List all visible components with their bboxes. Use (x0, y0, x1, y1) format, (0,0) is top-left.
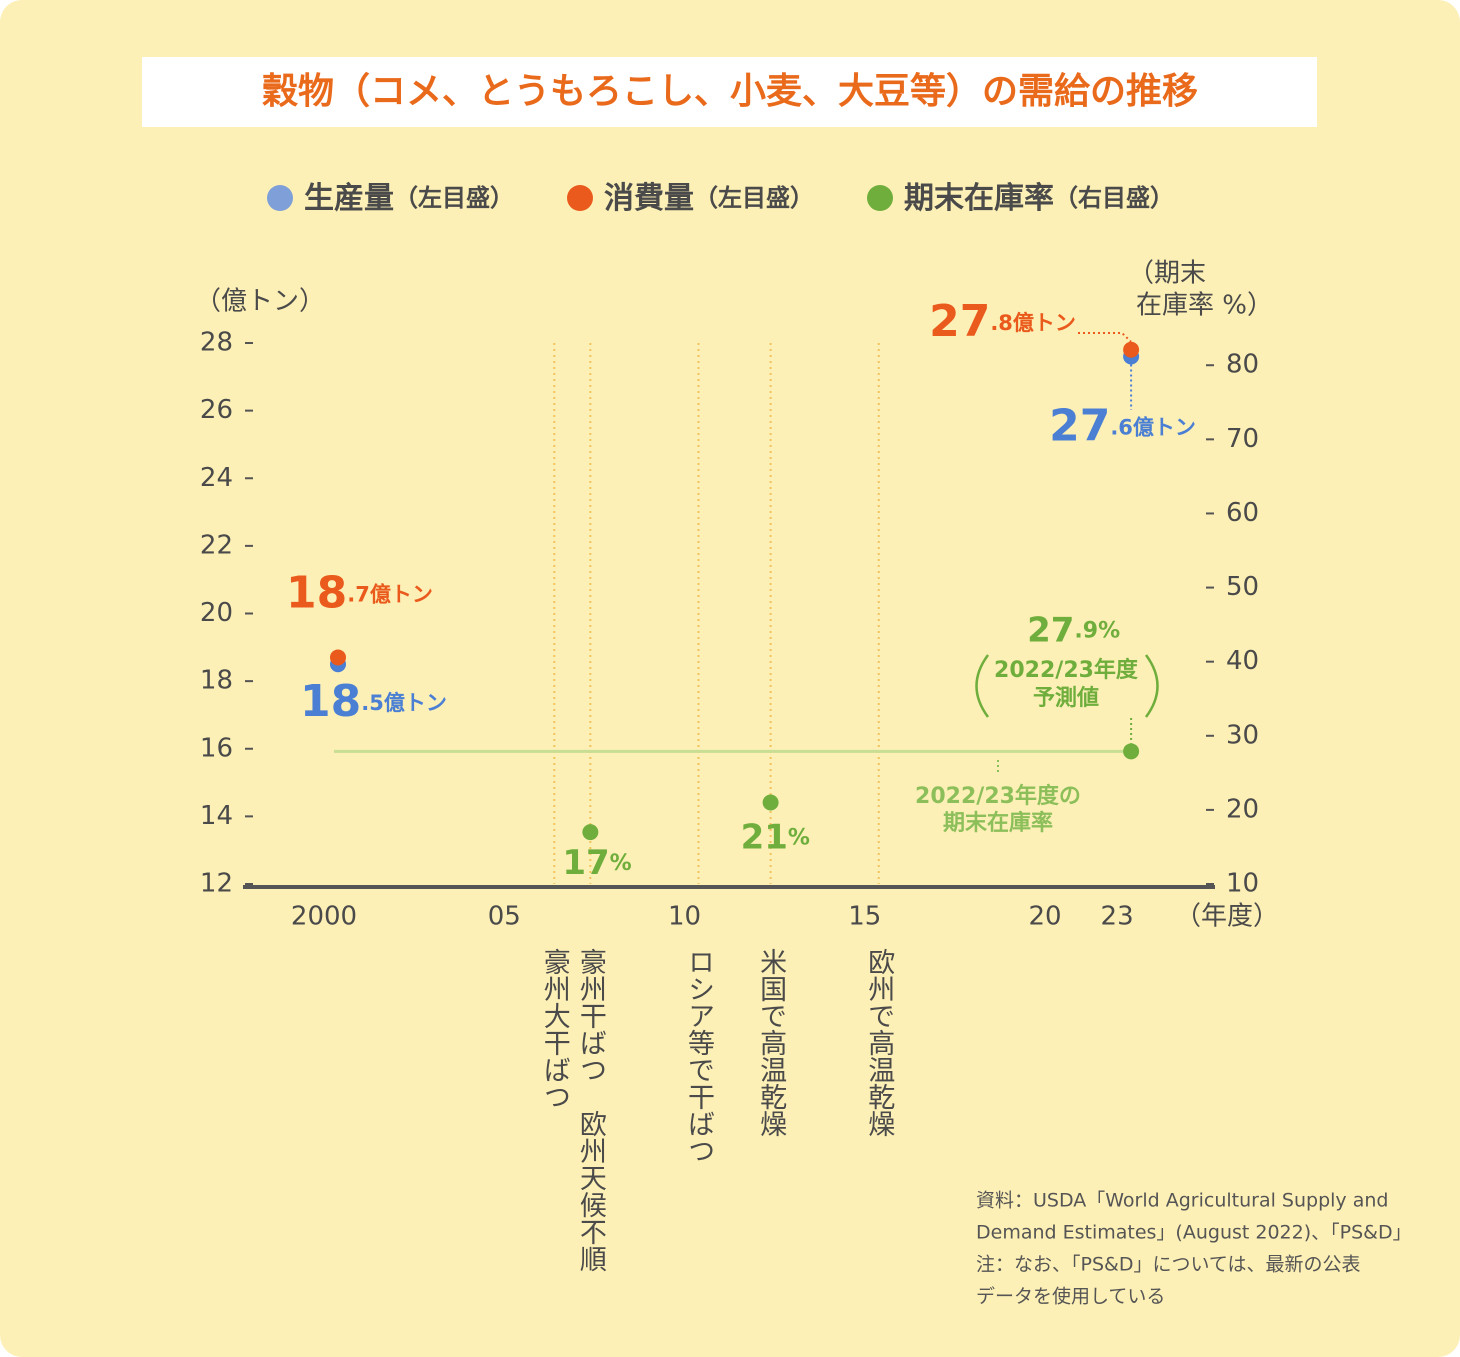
forecast-note: 予測値 (1033, 686, 1099, 711)
event-label: ロシア等で干ばつ (683, 948, 715, 1164)
x-tick-label: 2000 (291, 902, 357, 932)
value-label-number: 18 (286, 567, 347, 618)
y2-tick-label: 70 (1226, 424, 1259, 454)
value-label-number: 17 (562, 843, 609, 883)
value-label: 27.6億トン (1049, 401, 1196, 452)
y-tick-label: 14 (200, 801, 233, 831)
y2-axis-label: 在庫率 %） (1136, 291, 1273, 321)
y-tick-label: 22 (200, 530, 233, 560)
y2-tick-label: 50 (1226, 572, 1259, 602)
source-note: 注：なお、「PS&D」については、最新の公表 (976, 1254, 1361, 1276)
value-label-unit: .7億トン (347, 582, 433, 606)
reference-note: 期末在庫率 (943, 810, 1053, 836)
event-label: 豪州大干ばつ (539, 948, 571, 1110)
legend-label: 生産量（左目盛） (304, 181, 514, 216)
y-tick-label: 28 (200, 328, 233, 358)
point-marker (582, 824, 599, 841)
source-note: Demand Estimates」(August 2022)、「PS&D」 (976, 1222, 1412, 1244)
event-label: 豪州干ばつ 欧州天候不順 (575, 948, 607, 1272)
y2-tick-label: 80 (1226, 350, 1259, 380)
legend-label: 期末在庫率（右目盛） (904, 181, 1174, 216)
value-label: 17% (562, 843, 631, 883)
value-label: 27.9% (1027, 610, 1120, 650)
chart-title: 穀物（コメ、とうもろこし、小麦、大豆等）の需給の推移 (262, 71, 1198, 112)
y2-tick-label: 20 (1226, 794, 1259, 824)
event-label: 欧州で高温乾燥 (863, 948, 895, 1137)
value-label-number: 27 (929, 296, 990, 347)
title-box (142, 57, 1317, 127)
reference-note: 2022/23年度の (915, 783, 1081, 809)
x-axis-label: （年度） (1175, 902, 1279, 932)
legend-text: 消費量 (604, 181, 694, 216)
y-tick-label: 26 (200, 395, 233, 425)
point-marker (1123, 743, 1140, 760)
x-tick-label: 15 (848, 902, 881, 932)
y2-tick-label: 40 (1226, 646, 1259, 676)
value-label: 27.8億トン (929, 296, 1076, 347)
x-tick-label: 23 (1101, 902, 1134, 932)
legend-text: 生産量 (304, 181, 394, 216)
legend-marker (867, 185, 893, 211)
y2-tick-label: 30 (1226, 720, 1259, 750)
y-tick-label: 16 (200, 733, 233, 763)
legend-text: 期末在庫率 (904, 181, 1054, 216)
x-tick-label: 05 (488, 902, 521, 932)
value-label: 18.7億トン (286, 567, 433, 618)
legend-text: （右目盛） (1054, 184, 1174, 212)
value-label-number: 27 (1049, 401, 1110, 452)
y-tick-label: 12 (200, 869, 233, 899)
value-label-number: 21 (741, 817, 788, 857)
value-label-number: 27 (1027, 610, 1074, 650)
event-label: 米国で高温乾燥 (755, 948, 787, 1137)
x-tick-label: 20 (1028, 902, 1061, 932)
point-marker (1123, 341, 1140, 358)
x-tick-label: 10 (668, 902, 701, 932)
y2-axis-label: （期末 (1128, 259, 1206, 289)
value-label-unit: .5億トン (361, 691, 447, 715)
point-marker (762, 794, 779, 811)
y-tick-label: 18 (200, 666, 233, 696)
y-axis-label: （億トン） (195, 287, 325, 317)
bracket (1144, 654, 1159, 718)
legend-marker (267, 185, 293, 211)
value-label-unit: % (788, 825, 810, 850)
y2-tick-label: 10 (1226, 869, 1259, 899)
value-label-unit: .6億トン (1110, 416, 1196, 440)
value-label: 18.5億トン (300, 676, 447, 727)
point-marker (330, 649, 346, 666)
value-label-unit: % (610, 851, 632, 876)
source-note: データを使用している (976, 1286, 1165, 1308)
value-label-number: 18 (300, 676, 361, 727)
value-label-unit: .8億トン (990, 311, 1076, 335)
value-label: 21% (741, 817, 810, 857)
source-note: 資料：USDA「World Agricultural Supply and (976, 1190, 1388, 1212)
y-tick-label: 20 (200, 598, 233, 628)
legend-text: （左目盛） (694, 184, 814, 212)
y2-tick-label: 60 (1226, 498, 1259, 528)
legend-label: 消費量（左目盛） (604, 181, 814, 216)
forecast-note: 2022/23年度 (994, 657, 1139, 683)
value-label-unit: .9% (1074, 618, 1120, 643)
bracket (975, 654, 990, 718)
legend-marker (567, 185, 593, 211)
legend-text: （左目盛） (394, 184, 514, 212)
y-tick-label: 24 (200, 463, 233, 493)
